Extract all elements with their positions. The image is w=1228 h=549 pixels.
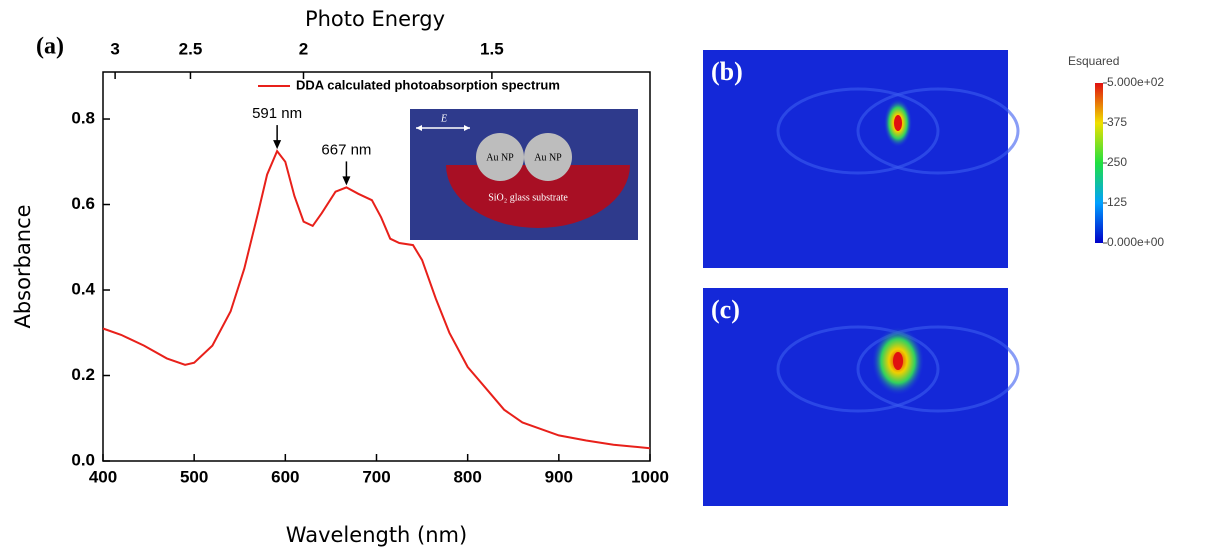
- x-tick-label: 900: [545, 467, 573, 486]
- line: [102, 149, 651, 450]
- x2-tick-label: 2.5: [179, 39, 203, 58]
- x-axis-title: Wavelength (nm): [286, 523, 467, 547]
- panel-label: (a): [36, 34, 64, 60]
- x-tick-label: 700: [362, 467, 390, 486]
- substrate-label: SiO₂ glass substrate: [488, 192, 568, 203]
- x-tick-label: 400: [89, 467, 117, 486]
- annotation: 591 nm: [252, 105, 302, 122]
- legend-label: DDA calculated photoabsorption spectrum: [296, 77, 560, 92]
- field-map: [703, 288, 1008, 506]
- field-map: [703, 50, 1008, 268]
- x-tick-label: 800: [453, 467, 481, 486]
- particle: [476, 133, 524, 181]
- colorbar-tick-label: 0.000e+00: [1107, 235, 1164, 249]
- colorbar: [1095, 83, 1103, 243]
- colorbar-tick-label: 250: [1107, 155, 1127, 169]
- x-tick-label: 1000: [631, 467, 669, 486]
- panel-label: (b): [711, 57, 743, 86]
- y-tick-label: 0.0: [71, 450, 95, 469]
- substrate: [446, 165, 630, 228]
- x-tick-label: 500: [180, 467, 208, 486]
- y-tick-label: 0.6: [71, 194, 95, 213]
- field-arrowheads: [416, 125, 470, 131]
- hot-core: [894, 115, 902, 131]
- particle: [524, 133, 572, 181]
- colorbar-tick-label: 125: [1107, 195, 1127, 209]
- field-pattern: [856, 325, 1020, 413]
- particle-label: Au NP: [534, 152, 562, 163]
- y-tick-label: 0.4: [71, 279, 95, 298]
- inset-diagram: E Au NP Au NP SiO₂ glass substrate: [410, 109, 638, 240]
- annotation-arrowhead: [342, 176, 351, 186]
- x2-tick-label: 2: [299, 39, 308, 58]
- x2-tick-label: 1.5: [480, 39, 504, 58]
- field-label: E: [440, 113, 447, 124]
- field-pattern: [856, 87, 1020, 175]
- field-pattern: [776, 87, 940, 175]
- panel-label: (c): [711, 295, 740, 324]
- hot-core: [893, 352, 903, 370]
- x-tick-label: 600: [271, 467, 299, 486]
- annotation: 667 nm: [321, 141, 371, 158]
- colorbar-tick-label: 5.000e+02: [1107, 75, 1164, 89]
- field-pattern: [776, 325, 940, 413]
- y-tick-label: 0.2: [71, 365, 95, 384]
- annotation-arrowhead: [273, 140, 282, 150]
- colorbar-tick-label: 375: [1107, 115, 1127, 129]
- y-tick-label: 0.8: [71, 109, 95, 128]
- colorbar-title: Esquared: [1068, 54, 1119, 68]
- x2-tick-label: 3: [110, 39, 119, 58]
- y-axis-title: Absorbance: [11, 204, 35, 328]
- particle-label: Au NP: [486, 152, 514, 163]
- x2-axis-title: Photo Energy: [305, 7, 445, 31]
